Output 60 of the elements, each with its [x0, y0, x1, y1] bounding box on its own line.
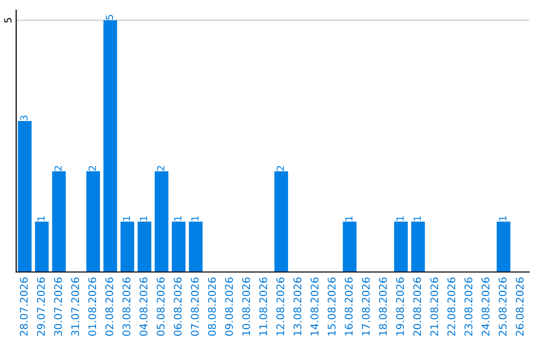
x-tick-label: 03.08.2026	[122, 278, 130, 336]
x-tick-label: 23.08.2026	[464, 278, 472, 336]
data-label: 1	[37, 216, 45, 221]
x-tick-label: 18.08.2026	[378, 278, 387, 336]
x-tick-label: 29.07.2026	[36, 278, 45, 336]
bar	[120, 222, 134, 272]
bar	[411, 222, 425, 272]
x-tick-label: 21.08.2026	[430, 278, 438, 336]
x-tick-label: 01.08.2026	[88, 278, 96, 336]
x-tick-label: 17.08.2026	[362, 278, 370, 336]
data-label: 1	[345, 216, 352, 221]
x-tick-label: 09.08.2026	[225, 278, 233, 336]
data-label: 2	[88, 166, 96, 171]
x-tick-label: 24.08.2026	[482, 278, 490, 336]
data-label: 1	[174, 216, 182, 221]
bar	[188, 222, 203, 272]
data-label: 1	[396, 216, 404, 221]
bar	[18, 120, 32, 272]
bar	[274, 171, 288, 272]
bar	[394, 222, 408, 272]
x-tick-label: 07.08.2026	[190, 278, 199, 336]
x-tick-label: 12.08.2026	[276, 278, 284, 336]
bar	[172, 222, 186, 272]
bar	[138, 222, 152, 272]
x-tick-label: 13.08.2026	[293, 278, 302, 336]
bar	[35, 222, 49, 272]
data-label: 2	[276, 166, 284, 171]
x-tick-label: 08.08.2026	[208, 278, 216, 336]
data-label: 1	[191, 216, 198, 221]
data-label: 5	[106, 14, 114, 20]
x-tick-label: 28.07.2026	[20, 278, 28, 336]
data-label: 1	[122, 216, 130, 221]
x-tick-label: 19.08.2026	[396, 278, 404, 336]
x-tick-label: 14.08.2026	[310, 278, 318, 336]
data-label: 3	[20, 116, 28, 120]
x-tick-label: 10.08.2026	[242, 278, 250, 336]
bar	[496, 222, 510, 272]
bar	[86, 171, 100, 272]
x-tick-label: 06.08.2026	[174, 278, 182, 336]
bar	[342, 222, 356, 272]
x-tick-label: 05.08.2026	[156, 278, 165, 336]
x-tick-label: 02.08.2026	[105, 278, 114, 336]
data-label: 1	[499, 216, 506, 221]
x-tick-label: 30.07.2026	[54, 278, 62, 336]
x-tick-label: 04.08.2026	[140, 278, 148, 336]
x-tick-label: 16.08.2026	[344, 278, 353, 336]
x-tick-label: 22.08.2026	[447, 278, 456, 336]
data-label: 2	[157, 166, 164, 171]
x-tick-label: 26.08.2026	[516, 278, 524, 336]
data-label: 1	[414, 216, 421, 221]
data-label: 1	[140, 216, 148, 221]
bar	[103, 20, 118, 272]
x-tick-label: 31.07.2026	[71, 278, 80, 336]
x-tick-label: 25.08.2026	[498, 278, 507, 336]
x-tick-label: 11.08.2026	[259, 278, 268, 336]
data-label: 2	[54, 166, 62, 171]
bar	[154, 171, 168, 272]
x-tick-label: 15.08.2026	[328, 278, 336, 336]
bar	[52, 171, 66, 272]
x-tick-label: 20.08.2026	[413, 278, 422, 336]
